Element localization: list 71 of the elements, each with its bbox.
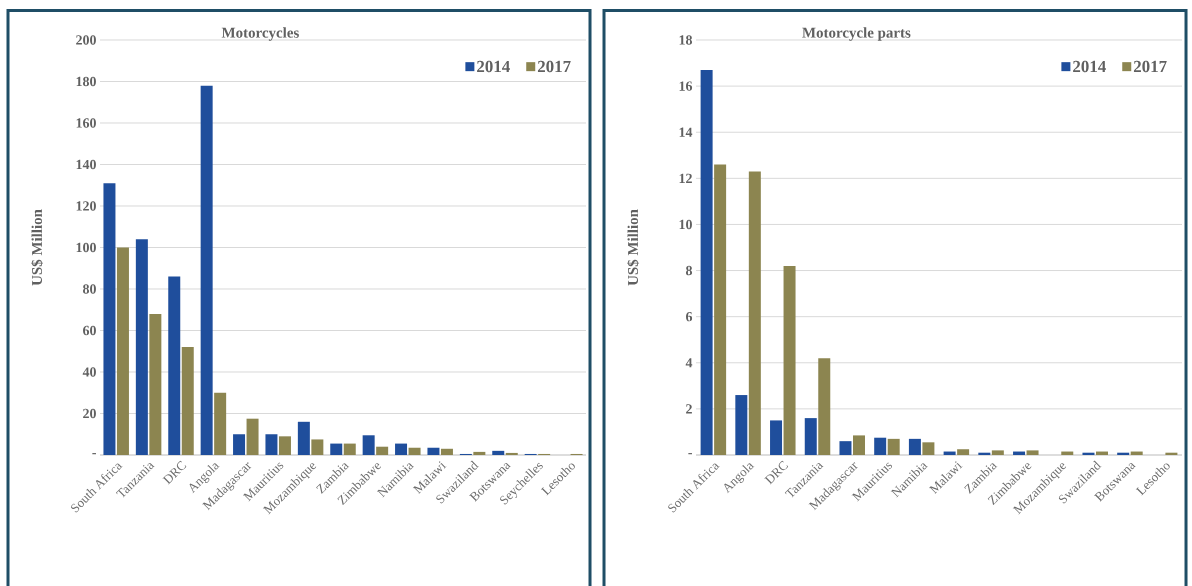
legend-label: 2017 [537,60,571,73]
bar [874,437,887,455]
bar [991,450,1004,455]
bar [311,439,324,455]
legend-label: 2014 [477,60,510,73]
y-tick-label: 60 [83,325,96,336]
bar [440,448,453,455]
y-tick-label: - [92,453,96,455]
bar [103,183,116,455]
bar [200,85,213,455]
y-tick-label: 180 [76,76,96,87]
y-axis-title: US$ Million [31,209,44,286]
bar [714,164,727,455]
bar [505,452,518,455]
bar [922,442,935,455]
y-tick-label: 80 [83,284,96,294]
bar [887,438,900,455]
bar [116,247,129,455]
bar [492,450,505,455]
bar [852,435,865,455]
bar [908,438,921,455]
bar [408,447,421,455]
bar [839,441,852,455]
y-tick-label: 8 [685,265,693,276]
legend-label: 2017 [1133,60,1167,73]
bar [700,69,713,455]
bar [818,358,831,455]
bar [343,443,356,455]
y-tick-label: 18 [679,35,693,45]
bar [181,347,194,455]
bar [135,239,148,455]
bar [149,313,162,455]
bar [265,434,278,455]
y-axis-title: US$ Million [627,209,640,286]
bar [233,434,246,455]
y-tick-label: 4 [685,358,693,368]
y-tick-label: - [688,453,692,455]
y-tick-label: 200 [76,35,96,45]
y-tick-label: 12 [679,173,692,183]
y-tick-label: 120 [76,201,96,211]
bar [362,435,375,455]
bar [427,447,440,455]
chart-title: Motorcycles [221,27,299,41]
bar [214,392,227,455]
y-tick-label: 140 [76,159,96,170]
bar [395,443,408,455]
bar [957,449,970,455]
y-tick-label: 160 [76,118,96,128]
y-tick-label: 40 [82,367,96,377]
bar [473,451,486,455]
bar [168,276,181,455]
bar [246,418,259,455]
chart-title: Motorcycle parts [802,27,911,41]
legend-label: 2014 [1073,60,1106,73]
bar [770,420,783,455]
bar [297,421,310,455]
y-tick-label: 16 [679,81,693,91]
y-tick-label: 6 [686,311,693,322]
y-tick-label: 2 [686,404,692,414]
y-tick-label: 20 [83,408,96,419]
bar [278,436,291,455]
bar [330,443,343,455]
bar [804,418,817,455]
bar [735,395,748,455]
bar [1026,450,1039,455]
y-tick-label: 10 [679,219,692,230]
y-tick-label: 100 [76,242,96,253]
bar [783,265,796,455]
bar [748,171,761,455]
y-tick-label: 14 [679,127,693,137]
bar [376,446,389,455]
